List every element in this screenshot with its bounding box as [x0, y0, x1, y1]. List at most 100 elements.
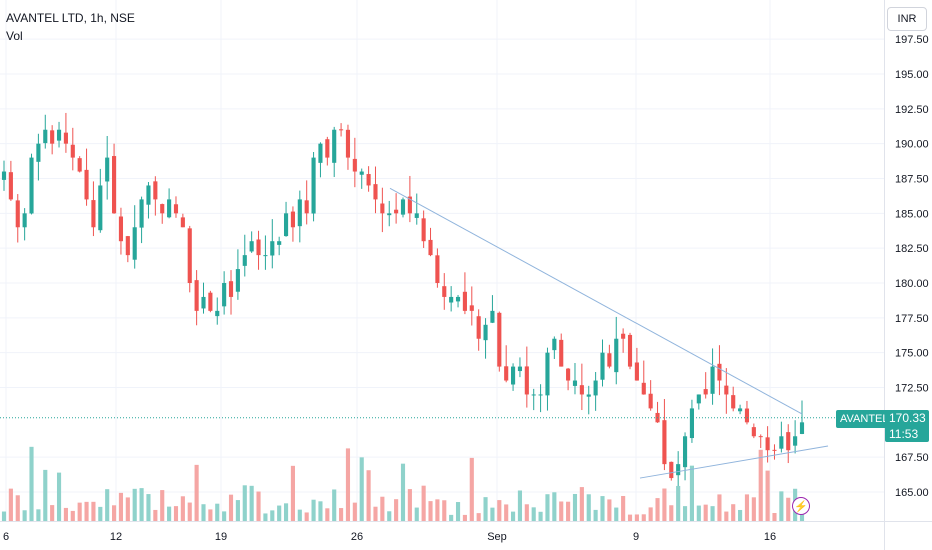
flash-icon[interactable]: ⚡ [792, 497, 810, 515]
candle-body [318, 143, 323, 163]
candle-body [112, 156, 117, 214]
volume-bar [311, 499, 316, 521]
volume-bar [43, 469, 48, 521]
volume-bar [139, 488, 144, 521]
candle-body [462, 291, 467, 311]
volume-bar [270, 510, 275, 521]
price-tick-label: 175.00 [895, 348, 929, 360]
volume-bar [758, 449, 763, 521]
candle-body [194, 280, 199, 311]
volume-bar [366, 470, 371, 521]
candle-body [772, 449, 777, 451]
volume-bar [277, 505, 282, 521]
candle-body [373, 184, 378, 200]
volume-bar [201, 504, 206, 521]
volume-bar [511, 511, 516, 521]
price-tick-label: 182.50 [895, 243, 929, 255]
candle-body [524, 366, 529, 395]
candle-body [586, 394, 591, 397]
candle-body [359, 171, 364, 175]
candle-body [614, 338, 619, 373]
volume-bar [442, 500, 447, 521]
candle-body [744, 408, 750, 423]
volume-bar [731, 504, 736, 521]
candle-body [153, 181, 158, 200]
volume-bar [655, 498, 660, 521]
volume-bar [187, 502, 192, 521]
candle-body [786, 432, 791, 451]
candle-body [222, 283, 227, 307]
volume-bar [524, 504, 529, 521]
volume-bar [572, 493, 578, 521]
candle-body [758, 436, 763, 438]
volume-bar [180, 496, 185, 521]
volume-bar [490, 507, 495, 521]
volume-bar [394, 499, 399, 521]
volume-bar [689, 465, 694, 521]
candle-body [311, 157, 316, 214]
candle-body [8, 172, 13, 200]
volume-bar [469, 457, 474, 521]
volume-bar [621, 495, 626, 521]
chart-legend: AVANTEL LTD, 1h, NSE Vol [6, 9, 135, 45]
candle-body [545, 352, 550, 396]
volume-bar [483, 497, 488, 521]
volume-bar [153, 509, 158, 521]
volume-bar [290, 465, 295, 521]
volume-bar [421, 485, 426, 521]
candle-body [765, 437, 770, 451]
candle-body [345, 129, 351, 158]
volume-bar [318, 501, 323, 521]
currency-button[interactable]: INR [887, 7, 927, 31]
candle-body [43, 129, 48, 144]
volume-bar [387, 511, 392, 521]
price-tick-label: 192.50 [895, 104, 929, 116]
candle-body [593, 380, 598, 396]
time-tick-label: 26 [351, 531, 363, 543]
volume-bar [634, 514, 639, 521]
price-tick-label: 180.00 [895, 278, 929, 290]
volume-bar [566, 501, 571, 521]
volume-bar [517, 490, 523, 521]
candle-body [400, 199, 406, 215]
volume-bar [283, 503, 289, 521]
volume-bar [222, 511, 227, 521]
price-tick-label: 177.50 [895, 313, 929, 325]
volume-bar [256, 491, 261, 521]
volume-bar [359, 457, 364, 521]
candle-body [167, 199, 172, 218]
volume-bar [56, 472, 62, 521]
candle-body [215, 310, 220, 317]
time-tick-label: 12 [110, 531, 122, 543]
volume-bar [703, 504, 708, 521]
volume-bar [662, 488, 667, 521]
volume-bar [449, 514, 454, 521]
candle-body [531, 394, 536, 396]
candle-body [579, 385, 584, 395]
candle-body [511, 366, 516, 385]
candle-body [146, 185, 151, 205]
volume-bar [779, 491, 784, 521]
volume-bar [414, 507, 419, 521]
candle-body [325, 139, 330, 158]
volume-bar [118, 492, 124, 521]
volume-bar [345, 448, 351, 521]
candle-body [22, 213, 27, 228]
symbol-price-label: AVANTEL [836, 410, 893, 428]
volume-bar [29, 446, 34, 521]
candle-body [738, 408, 743, 412]
candle-body [380, 203, 385, 214]
volume-bar [208, 509, 213, 521]
volume-bar [112, 505, 117, 521]
volume-bar [173, 506, 179, 521]
candle-body [497, 312, 502, 367]
candle-body [249, 241, 254, 252]
volume-bar [648, 507, 653, 521]
volume-bar [63, 507, 68, 521]
volume-bar [641, 514, 646, 521]
volume-bar [125, 497, 130, 521]
candle-body [751, 427, 756, 437]
candle-body [332, 129, 337, 163]
volume-bar [332, 489, 337, 521]
